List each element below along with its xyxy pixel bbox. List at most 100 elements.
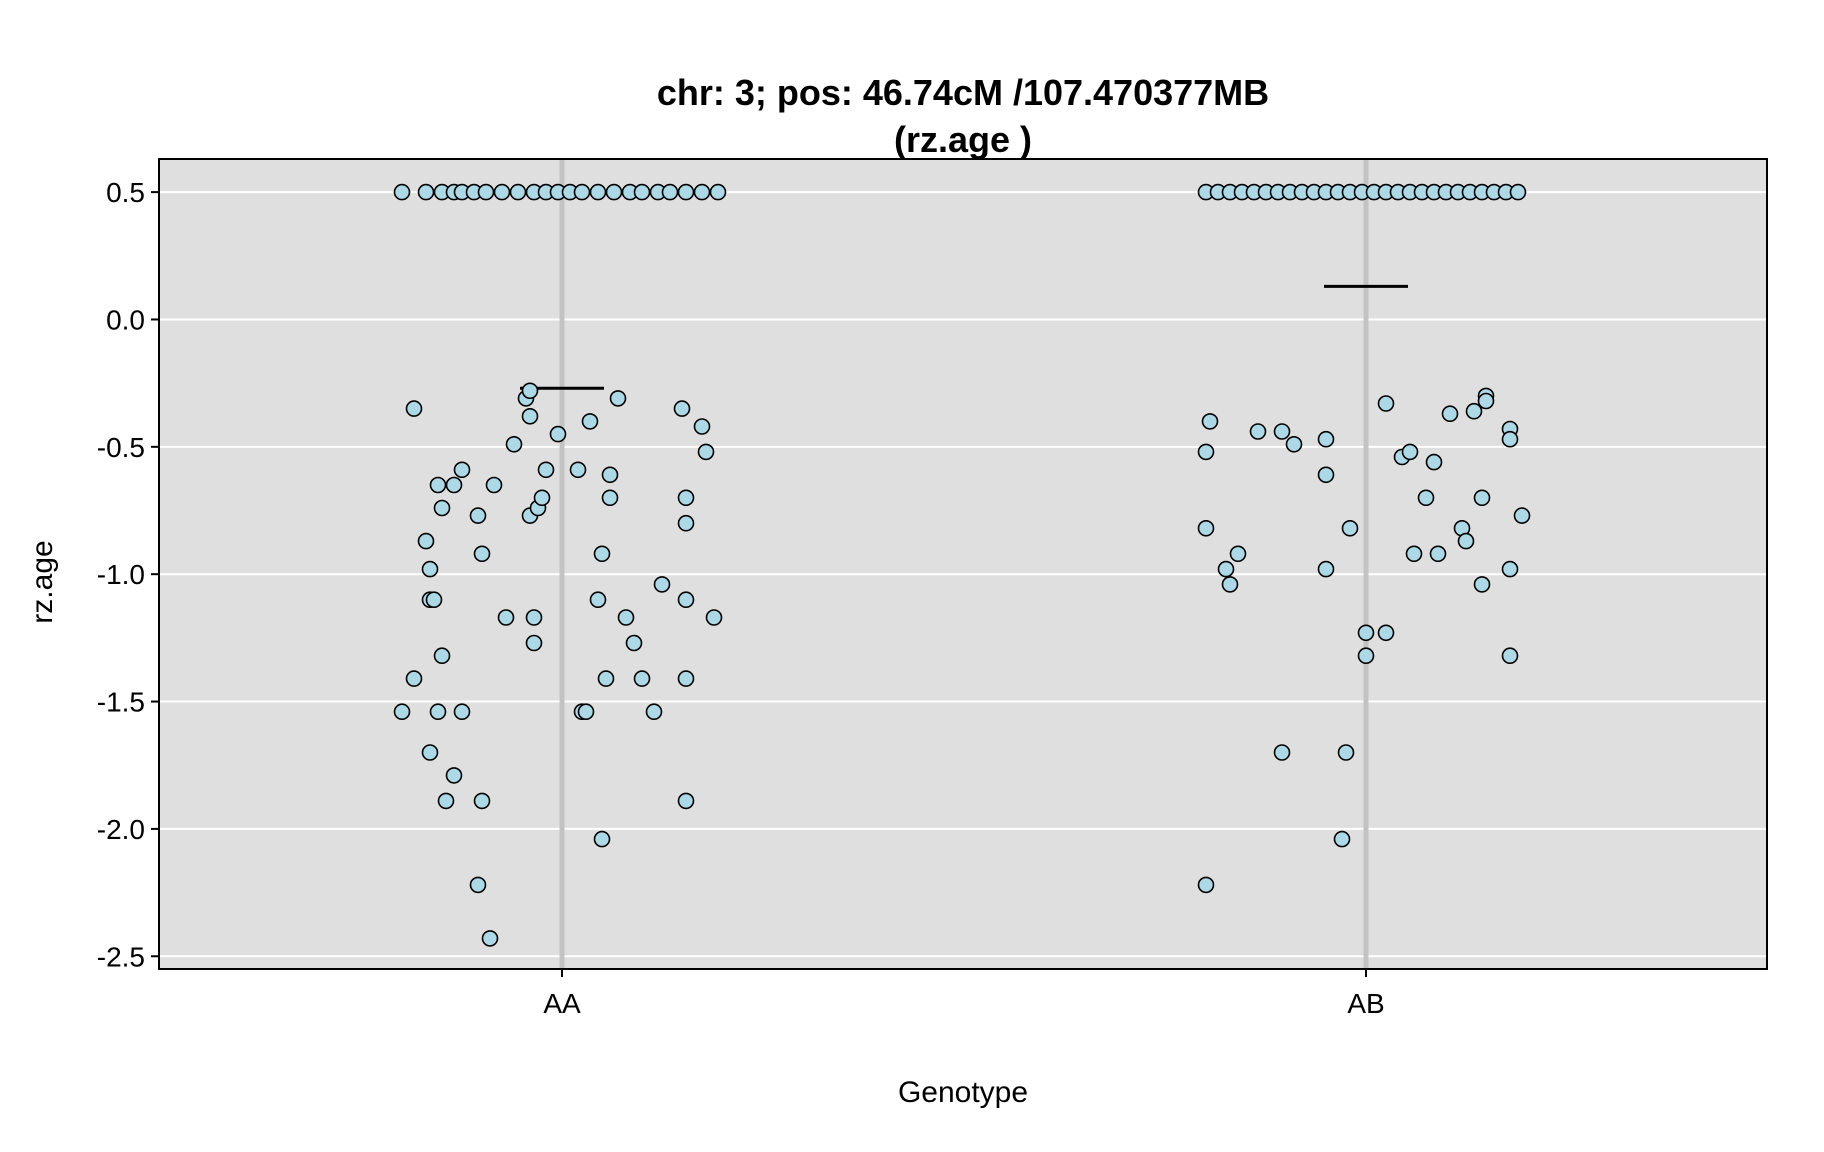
y-tick-label: -0.5 [97,432,145,463]
y-tick-label: -2.5 [97,941,145,972]
data-point [677,489,695,507]
data-point [677,670,695,687]
data-point [425,591,443,609]
x-axis-title: Genotype [898,1076,1028,1109]
chart-title-line1: chr: 3; pos: 46.74cM /107.470377MB [657,72,1269,113]
data-point [597,670,615,687]
data-point [677,183,695,201]
data-point [429,703,447,721]
data-point [573,183,591,201]
data-point [1197,443,1215,461]
x-axis: AA AB [543,969,1385,1019]
data-point [677,514,695,532]
data-point [445,767,463,784]
data-point [537,461,555,479]
data-point [601,489,619,507]
data-point [1441,405,1459,423]
data-point [605,183,623,201]
data-point [417,183,435,201]
data-point [633,670,651,687]
data-point [1357,647,1375,665]
data-point [417,532,435,550]
y-tick-label: 0.5 [106,177,145,208]
data-point [473,545,491,563]
plot-border [158,158,1768,970]
data-point [433,647,451,665]
data-point [473,792,491,810]
data-point [1473,489,1491,507]
data-point [393,703,411,721]
data-point [593,545,611,563]
data-point [1273,423,1291,440]
data-point [673,400,691,417]
data-point [497,609,515,626]
data-point [581,413,599,430]
data-point [589,183,607,201]
data-point [705,609,723,626]
data-point [609,390,627,407]
data-point [469,507,487,524]
data-point [677,792,695,810]
data-point [1501,647,1519,665]
data-point [521,382,539,400]
data-point [569,461,587,479]
data-point [677,591,695,609]
y-axis: 0.5 0.0 -0.5 -1.0 -1.5 -2.0 -2.5 [97,177,159,972]
data-point [1405,545,1423,563]
x-tick-label: AA [543,988,581,1019]
y-tick-label: 0.0 [106,304,145,335]
data-point [1501,560,1519,578]
data-point [1509,183,1527,201]
data-point [393,183,411,201]
data-point [1473,576,1491,593]
data-point [1197,876,1215,894]
data-point [1317,466,1335,484]
data-point [549,425,567,443]
data-point [593,830,611,848]
data-point [445,476,463,494]
data-point [453,703,471,721]
data-point [625,634,643,652]
data-point [1341,519,1359,537]
data-point [477,183,495,201]
data-point [485,476,503,494]
data-point [429,476,447,494]
data-point [481,930,499,947]
data-point [1477,392,1495,410]
chart-title-line2: (rz.age ) [894,119,1032,160]
data-point [405,670,423,687]
data-point [1217,560,1235,578]
data-point [1317,430,1335,448]
data-point [645,703,663,721]
data-point [601,466,619,484]
data-point [433,499,451,517]
data-point [653,576,671,593]
data-point [405,400,423,417]
data-point [505,435,523,453]
data-point [453,461,471,479]
data-points [393,183,1531,947]
data-point [1285,435,1303,453]
data-point [709,183,727,201]
data-point [1401,443,1419,461]
data-point [1513,507,1531,524]
data-point [1457,532,1475,550]
data-point [525,634,543,652]
data-point [1229,545,1247,563]
y-tick-label: -1.0 [97,559,145,590]
data-point [1337,744,1355,761]
plot-panel [159,159,1767,969]
data-point [1501,430,1519,448]
data-point [1333,830,1351,848]
data-point [661,183,679,201]
data-point [421,744,439,761]
data-point [533,489,551,507]
data-point [697,443,715,461]
data-point [469,876,487,894]
data-point [633,183,651,201]
data-point [589,591,607,609]
data-point [617,609,635,626]
data-point [1317,560,1335,578]
data-point [1429,545,1447,563]
data-point [693,418,711,435]
